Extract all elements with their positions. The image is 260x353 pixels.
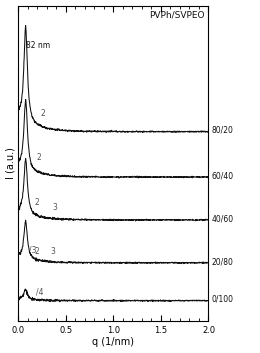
Text: PVPh/SVPEO: PVPh/SVPEO	[149, 10, 205, 19]
Text: 2: 2	[37, 153, 42, 162]
X-axis label: q (1/nm): q (1/nm)	[92, 337, 134, 347]
Text: 40/60: 40/60	[211, 214, 233, 223]
Text: 80/20: 80/20	[211, 126, 233, 135]
Text: 60/40: 60/40	[211, 171, 233, 180]
Text: 3: 3	[50, 247, 55, 256]
Text: /3: /3	[29, 246, 37, 255]
Text: 20/80: 20/80	[211, 257, 233, 266]
Text: /4: /4	[36, 288, 43, 297]
Text: 2: 2	[35, 198, 40, 207]
Text: 82 nm: 82 nm	[27, 41, 50, 50]
Y-axis label: I (a.u.): I (a.u.)	[5, 147, 16, 179]
Text: 3: 3	[52, 203, 57, 212]
Text: 2: 2	[41, 109, 46, 118]
Text: 2: 2	[35, 246, 40, 256]
Text: 0/100: 0/100	[211, 295, 233, 304]
